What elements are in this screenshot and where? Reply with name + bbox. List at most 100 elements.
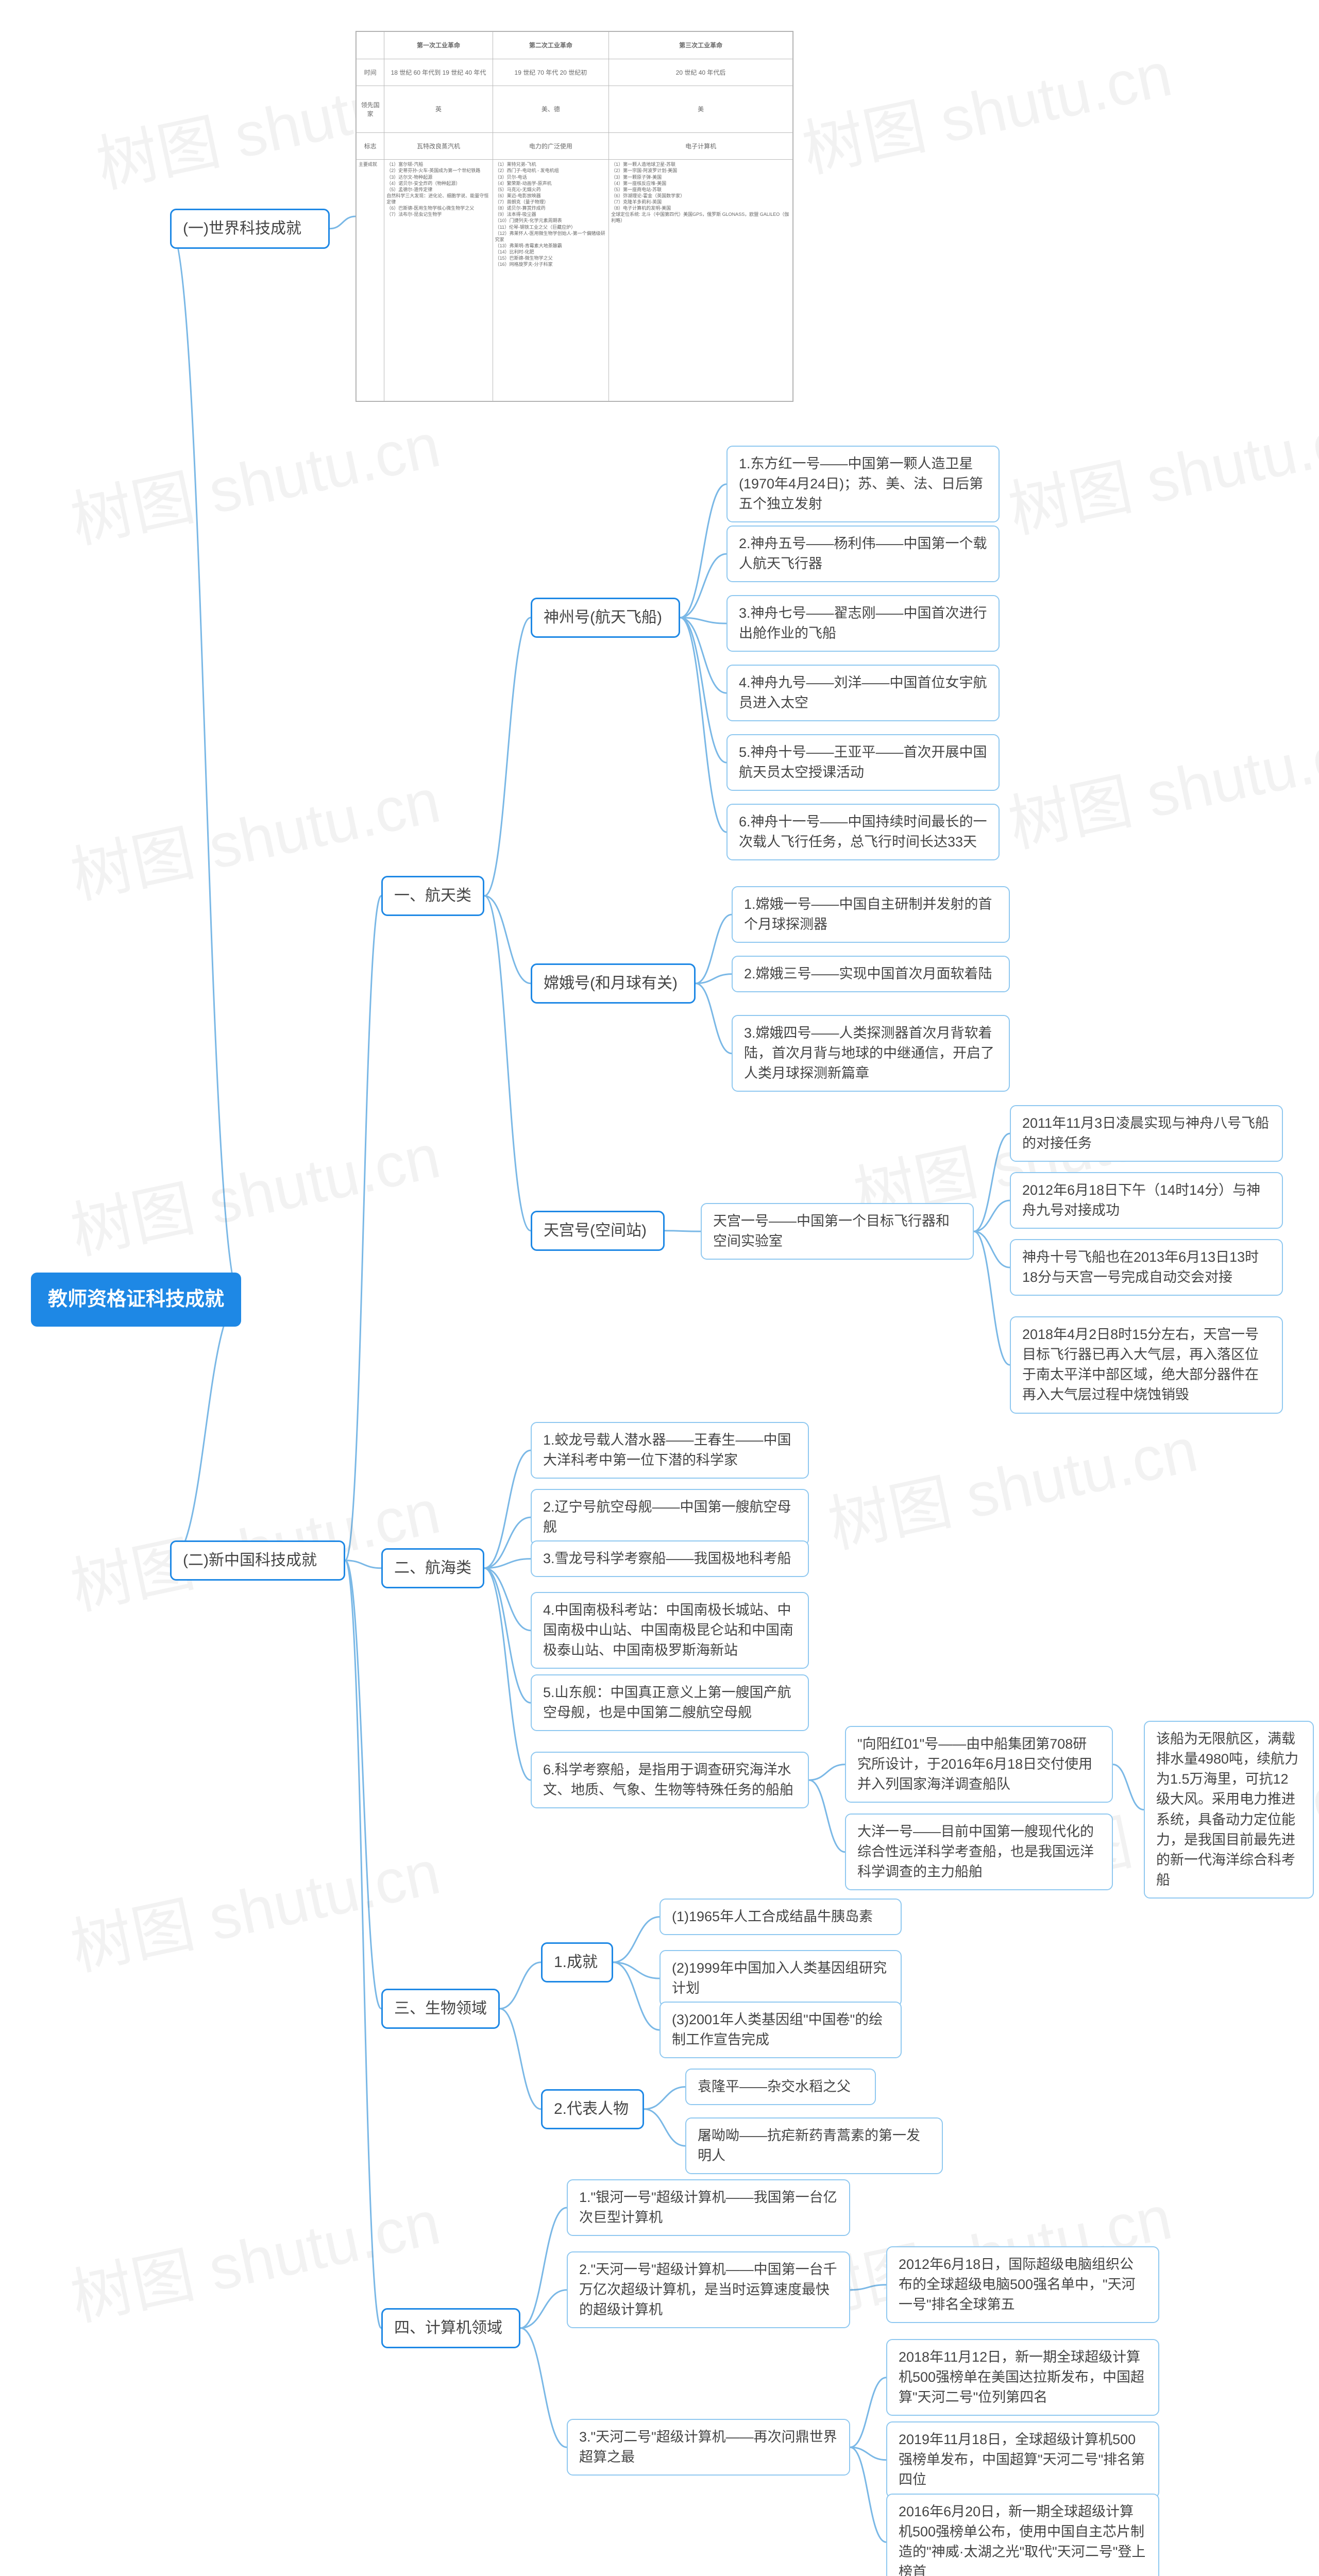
table-header: 第三次工业革命 bbox=[609, 32, 793, 59]
mindmap-node[interactable]: (一)世界科技成就 bbox=[170, 209, 330, 249]
connector bbox=[484, 618, 531, 896]
connector bbox=[850, 2285, 886, 2290]
connector bbox=[345, 1561, 381, 1568]
table-cell: 英 bbox=[384, 86, 493, 132]
connector bbox=[484, 1568, 531, 1631]
mindmap-node[interactable]: 1.嫦娥一号——中国自主研制并发射的首个月球探测器 bbox=[732, 886, 1010, 943]
mindmap-node[interactable]: 神州号(航天飞船) bbox=[531, 598, 680, 638]
world-tech-table: 第一次工业革命第二次工业革命第三次工业革命时间18 世纪 60 年代到 19 世… bbox=[356, 31, 793, 402]
connector bbox=[484, 1568, 531, 1780]
connector bbox=[170, 229, 241, 1300]
mindmap-node[interactable]: 2018年11月12日，新一期全球超级计算机500强榜单在美国达拉斯发布，中国超… bbox=[886, 2339, 1159, 2416]
connector bbox=[680, 618, 726, 762]
mindmap-node[interactable]: 2.嫦娥三号——实现中国首次月面软着陆 bbox=[732, 956, 1010, 992]
connector bbox=[170, 1300, 241, 1561]
mindmap-node[interactable]: 四、计算机领域 bbox=[381, 2308, 520, 2348]
connector bbox=[330, 216, 356, 229]
connector bbox=[680, 618, 726, 693]
mindmap-node[interactable]: 2011年11月3日凌晨实现与神舟八号飞船的对接任务 bbox=[1010, 1105, 1283, 1162]
mindmap-node[interactable]: 1.成就 bbox=[541, 1942, 613, 1982]
mindmap-node[interactable]: (1)1965年人工合成结晶牛胰岛素 bbox=[660, 1899, 902, 1935]
connector bbox=[680, 484, 726, 618]
mindmap-node[interactable]: (2)1999年中国加入人类基因组研究计划 bbox=[660, 1950, 902, 2007]
watermark: 树图 shutu.cn bbox=[793, 24, 1178, 189]
connector bbox=[484, 1559, 531, 1568]
table-header: 第一次工业革命 bbox=[384, 32, 493, 59]
table-cell: （1）第一颗人造地球卫星-苏联（2）第一宗国-阿波罗计划-美国（3）第一颗原子弹… bbox=[609, 160, 793, 401]
connector bbox=[974, 1133, 1010, 1231]
connector bbox=[613, 1962, 660, 2030]
mindmap-node[interactable]: 6.神舟十一号——中国持续时间最长的一次载人飞行任务，总飞行时间长达33天 bbox=[726, 804, 1000, 860]
connector bbox=[850, 2378, 886, 2447]
table-cell: 瓦特改良蒸汽机 bbox=[384, 132, 493, 160]
connector bbox=[500, 2009, 541, 2109]
connector bbox=[696, 914, 732, 984]
watermark: 树图 shutu.cn bbox=[62, 1106, 447, 1271]
mindmap-node[interactable]: 4.中国南极科考站：中国南极长城站、中国南极中山站、中国南极昆仑站和中国南极泰山… bbox=[531, 1592, 809, 1669]
mindmap-node[interactable]: 嫦娥号(和月球有关) bbox=[531, 963, 696, 1004]
watermark: 树图 shutu.cn bbox=[819, 1399, 1204, 1565]
mindmap-node[interactable]: 2012年6月18日下午（14时14分）与神舟九号对接成功 bbox=[1010, 1172, 1283, 1229]
mindmap-node[interactable]: 1.东方红一号——中国第一颗人造卫星(1970年4月24日)；苏、美、法、日后第… bbox=[726, 446, 1000, 522]
mindmap-node[interactable]: 1."银河一号"超级计算机——我国第一台亿次巨型计算机 bbox=[567, 2179, 850, 2236]
watermark: 树图 shutu.cn bbox=[62, 395, 447, 560]
mindmap-node[interactable]: 屠呦呦——抗疟新药青蒿素的第一发明人 bbox=[685, 2117, 943, 2174]
connector bbox=[500, 1962, 541, 2009]
mindmap-node[interactable]: 2019年11月18日，全球超级计算机500强榜单发布，中国超算"天河二号"排名… bbox=[886, 2421, 1159, 2498]
mindmap-node[interactable]: 2.神舟五号——杨利伟——中国第一个载人航天飞行器 bbox=[726, 526, 1000, 582]
table-cell: 领先国家 bbox=[357, 86, 384, 132]
connector bbox=[484, 896, 531, 984]
connector bbox=[696, 984, 732, 1054]
mindmap-node[interactable]: 大洋一号——目前中国第一艘现代化的综合性远洋科学考查船，也是我国远洋科学调查的主… bbox=[845, 1814, 1113, 1890]
table-cell: 主要成就 bbox=[357, 160, 384, 401]
connector bbox=[520, 2208, 567, 2328]
mindmap-node[interactable]: 2.辽宁号航空母舰——中国第一艘航空母舰 bbox=[531, 1489, 809, 1546]
connector bbox=[974, 1200, 1010, 1231]
connector bbox=[484, 1568, 531, 1703]
mindmap-node[interactable]: 一、航天类 bbox=[381, 876, 484, 916]
table-cell: （1）莱特兄弟-飞机（2）西门子-电动机 - 发电机组（3）贝尔-电话（4）繁荣… bbox=[493, 160, 609, 401]
mindmap-node[interactable]: 3."天河二号"超级计算机——再次问鼎世界超算之最 bbox=[567, 2419, 850, 2476]
table-cell: 19 世纪 70 年代 20 世纪初 bbox=[493, 59, 609, 86]
connector bbox=[345, 896, 381, 1561]
table-cell: 电力的广泛使用 bbox=[493, 132, 609, 160]
mindmap-node[interactable]: 袁隆平——杂交水稻之父 bbox=[685, 2069, 876, 2105]
root-node[interactable]: 教师资格证科技成就 bbox=[31, 1273, 241, 1327]
mindmap-node[interactable]: 天宫号(空间站) bbox=[531, 1211, 665, 1251]
connector bbox=[1113, 1765, 1144, 1810]
mindmap-node[interactable]: 6.科学考察船，是指用于调查研究海洋水文、地质、气象、生物等特殊任务的船舶 bbox=[531, 1752, 809, 1808]
connector bbox=[809, 1765, 845, 1780]
connector bbox=[520, 2290, 567, 2328]
mindmap-node[interactable]: (二)新中国科技成就 bbox=[170, 1540, 345, 1581]
mindmap-node[interactable]: 2."天河一号"超级计算机——中国第一台千万亿次超级计算机，是当时运算速度最快的… bbox=[567, 2251, 850, 2328]
mindmap-node[interactable]: 2018年4月2日8时15分左右，天宫一号目标飞行器已再入大气层，再入落区位于南… bbox=[1010, 1316, 1283, 1414]
connector bbox=[680, 618, 726, 623]
table-cell: 18 世纪 60 年代到 19 世纪 40 年代 bbox=[384, 59, 493, 86]
mindmap-node[interactable]: 神舟十号飞船也在2013年6月13日13时18分与天宫一号完成自动交会对接 bbox=[1010, 1239, 1283, 1296]
mindmap-node[interactable]: 1.蛟龙号载人潜水器——王春生——中国大洋科考中第一位下潜的科学家 bbox=[531, 1422, 809, 1479]
mindmap-node[interactable]: 5.神舟十号——王亚平——首次开展中国航天员太空授课活动 bbox=[726, 734, 1000, 791]
table-cell: 20 世纪 40 年代后 bbox=[609, 59, 793, 86]
mindmap-node[interactable]: 2012年6月18日，国际超级电脑组织公布的全球超级电脑500强名单中，"天河一… bbox=[886, 2246, 1159, 2323]
connector bbox=[680, 554, 726, 618]
mindmap-node[interactable]: 二、航海类 bbox=[381, 1548, 484, 1588]
connector bbox=[644, 2087, 685, 2109]
table-cell: 美 bbox=[609, 86, 793, 132]
table-cell: 美、德 bbox=[493, 86, 609, 132]
mindmap-node[interactable]: (3)2001年人类基因组"中国卷"的绘制工作宣告完成 bbox=[660, 2002, 902, 2058]
mindmap-node[interactable]: 5.山东舰：中国真正意义上第一艘国产航空母舰，也是中国第二艘航空母舰 bbox=[531, 1674, 809, 1731]
mindmap-node[interactable]: 天宫一号——中国第一个目标飞行器和空间实验室 bbox=[701, 1203, 974, 1260]
mindmap-node[interactable]: 该船为无限航区，满载排水量4980吨，续航力为1.5万海里，可抗12级大风。采用… bbox=[1144, 1721, 1314, 1899]
mindmap-node[interactable]: 2.代表人物 bbox=[541, 2089, 644, 2129]
mindmap-node[interactable]: 3.嫦娥四号——人类探测器首次月背软着陆，首次月背与地球的中继通信，开启了人类月… bbox=[732, 1015, 1010, 1092]
mindmap-node[interactable]: 2016年6月20日，新一期全球超级计算机500强榜单公布，使用中国自主芯片制造… bbox=[886, 2494, 1159, 2576]
mindmap-node[interactable]: "向阳红01"号——由中船集团第708研究所设计，于2016年6月18日交付使用… bbox=[845, 1726, 1113, 1803]
connector bbox=[345, 1561, 381, 2328]
mindmap-node[interactable]: 3.神舟七号——翟志刚——中国首次进行出舱作业的飞船 bbox=[726, 595, 1000, 652]
mindmap-node[interactable]: 3.雪龙号科学考察船——我国极地科考船 bbox=[531, 1540, 809, 1577]
watermark: 树图 shutu.cn bbox=[62, 1822, 447, 1987]
connector bbox=[484, 1450, 531, 1568]
mindmap-node[interactable]: 三、生物领域 bbox=[381, 1989, 500, 2029]
mindmap-node[interactable]: 4.神舟九号——刘洋——中国首位女宇航员进入太空 bbox=[726, 665, 1000, 721]
watermark: 树图 shutu.cn bbox=[1000, 384, 1319, 550]
